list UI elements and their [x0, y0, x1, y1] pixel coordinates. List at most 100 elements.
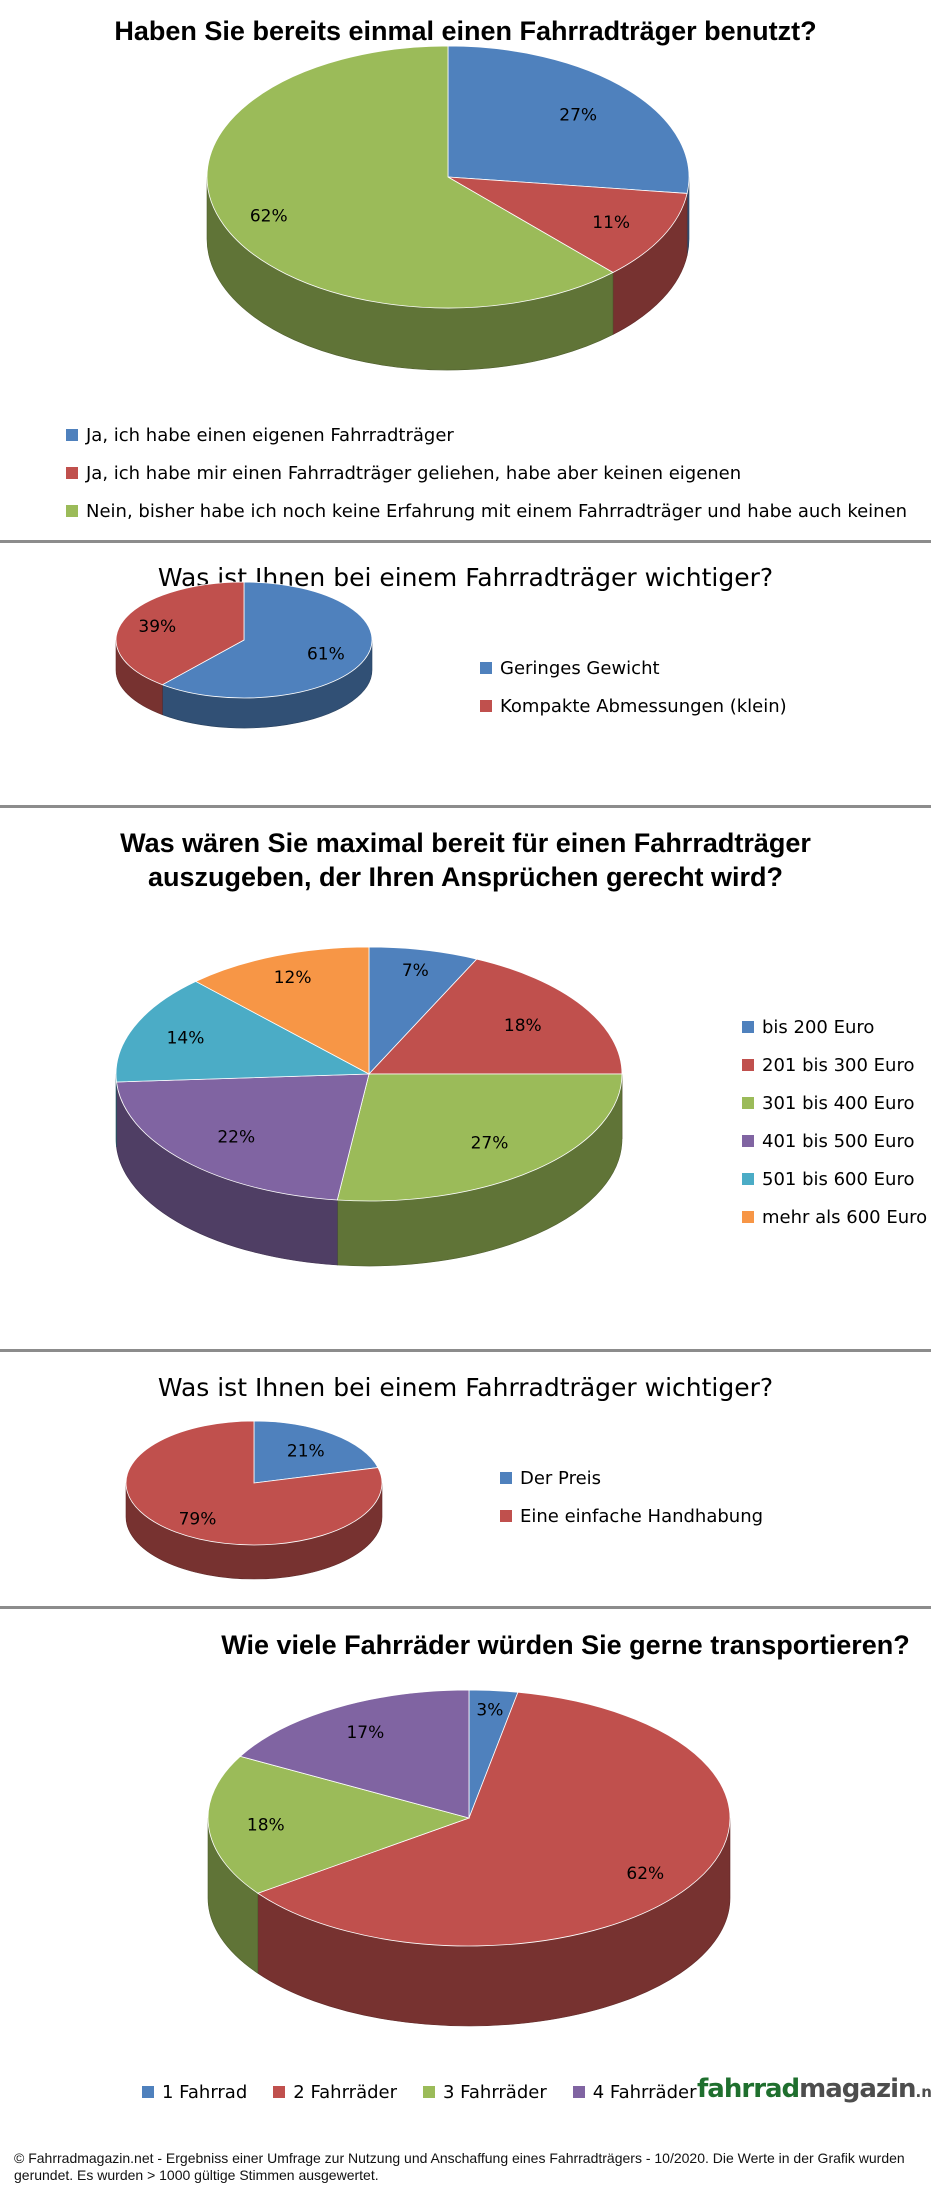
- chart-5-legend-label-1: 1 Fahrrad: [162, 2081, 248, 2103]
- chart-2-legend-label-1: Geringes Gewicht: [500, 657, 660, 679]
- chart-5-legend-swatch-4: [572, 2086, 585, 2098]
- chart-3-legend-swatch-1: [742, 1021, 754, 1033]
- chart-5-legend-item-2: 2 Fahrräder: [273, 2073, 397, 2111]
- chart-1-slice-2: [447, 176, 688, 273]
- chart-5-data-label-2: 62%: [626, 1864, 664, 1884]
- chart-3-legend-label-6: mehr als 600 Euro: [762, 1206, 928, 1228]
- chart-4-legend-swatch-1: [500, 1472, 512, 1484]
- chart-3-legend-label-4: 401 bis 500 Euro: [762, 1130, 915, 1152]
- chart-3-slice-2: [368, 958, 623, 1075]
- chart-1-legend-label-3: Nein, bisher habe ich noch keine Erfahru…: [86, 500, 908, 522]
- chart-5-data-label-1: 3%: [476, 1701, 503, 1721]
- separator-3: [0, 1349, 931, 1352]
- chart-3-data-label-5: 14%: [167, 1029, 205, 1049]
- chart-4-data-label-1: 21%: [287, 1442, 325, 1462]
- chart-2-legend-swatch-1: [480, 662, 492, 674]
- chart-3-slice-1: [368, 946, 478, 1076]
- chart-5-legend-swatch-3: [423, 2086, 435, 2098]
- chart-4-legend-label-1: Der Preis: [520, 1467, 602, 1489]
- chart-5-slice-2: [256, 1691, 731, 1947]
- chart-4-legend-item-2: Eine einfache Handhabung: [500, 1497, 763, 1535]
- chart-3-legend-item-3: 301 bis 400 Euro: [742, 1084, 927, 1122]
- chart-5-data-label-3: 18%: [247, 1815, 285, 1835]
- chart-2-legend-item-2: Kompakte Abmessungen (klein): [480, 687, 787, 725]
- pie-chart-2: 61% 39%: [115, 581, 373, 729]
- footer-note: © Fahrradmagazin.net - Ergebniss einer U…: [14, 2150, 905, 2183]
- chart-3-legend-item-2: 201 bis 300 Euro: [742, 1046, 927, 1084]
- logo-part-2: magazin: [799, 2074, 916, 2104]
- chart-2-legend-item-1: Geringes Gewicht: [480, 649, 787, 687]
- chart-5-legend: 1 Fahrrad 2 Fahrräder 3 Fahrräder 4 Fahrräd…: [142, 2073, 722, 2111]
- chart-1-legend-label-1: Ja, ich habe einen eigenen Fahrradträger: [86, 424, 454, 446]
- chart-5-title: Wie viele Fahrräder würden Sie gerne tra…: [221, 1630, 910, 1660]
- chart-3-legend-label-3: 301 bis 400 Euro: [762, 1092, 915, 1114]
- chart-1-legend-item-1: Ja, ich habe einen eigenen Fahrradträger: [66, 416, 907, 454]
- separator-1: [0, 540, 931, 543]
- chart-5-legend-label-2: 2 Fahrräder: [293, 2081, 397, 2103]
- chart-4-legend-swatch-2: [500, 1510, 512, 1522]
- chart-3-legend-swatch-2: [742, 1059, 754, 1071]
- chart-4-slice-2: [125, 1420, 383, 1546]
- chart-3-legend-swatch-5: [742, 1173, 754, 1185]
- chart-1-legend-swatch-1: [66, 429, 78, 441]
- separator-4: [0, 1606, 931, 1609]
- chart-2-data-label-2: 39%: [138, 617, 176, 637]
- chart-3-slice-3: [336, 1073, 623, 1202]
- chart-1-legend-label-2: Ja, ich habe mir einen Fahrradträger gel…: [86, 462, 742, 484]
- chart-5-slice-4: [239, 1689, 470, 1819]
- chart-3-legend-swatch-3: [742, 1097, 754, 1109]
- chart-4-legend: Der Preis Eine einfache Handhabung: [500, 1459, 763, 1535]
- chart-3-legend-swatch-6: [742, 1211, 754, 1223]
- chart-3-data-label-2: 18%: [504, 1016, 542, 1036]
- pie-chart-3: 7% 18% 27% 22% 14% 12%: [115, 946, 623, 1267]
- chart-3-data-label-6: 12%: [274, 968, 312, 988]
- chart-3-data-label-3: 27%: [471, 1134, 509, 1154]
- chart-4-data-label-2: 79%: [179, 1509, 217, 1529]
- chart-3-data-label-4: 22%: [217, 1128, 255, 1148]
- chart-5-legend-item-4: 4 Fahrräder: [572, 2073, 697, 2111]
- chart-3-legend-label-2: 201 bis 300 Euro: [762, 1054, 915, 1076]
- chart-3-legend-item-1: bis 200 Euro: [742, 1008, 927, 1046]
- logo-part-3: .net: [915, 2083, 931, 2101]
- pie-chart-1: 27% 11% 62%: [206, 45, 690, 371]
- separator-2: [0, 805, 931, 808]
- chart-1-data-label-1: 27%: [559, 106, 597, 126]
- chart-3-legend: bis 200 Euro 201 bis 300 Euro 301 bis 400 …: [742, 1008, 927, 1236]
- chart-5-legend-item-1: 1 Fahrrad: [142, 2073, 247, 2111]
- chart-2-slice-1: [161, 581, 373, 699]
- fahrradmagazin-logo: fahrradmagazin.net: [697, 2074, 931, 2104]
- chart-2-slice-2: [115, 581, 245, 686]
- logo-part-1: fahrrad: [697, 2074, 800, 2104]
- chart-3-slice-5: [115, 980, 371, 1083]
- chart-1-slice-3: [206, 45, 614, 309]
- chart-3-legend-swatch-4: [742, 1135, 754, 1147]
- chart-3-data-label-1: 7%: [402, 961, 429, 981]
- chart-4-legend-item-1: Der Preis: [500, 1459, 763, 1497]
- chart-4-legend-label-2: Eine einfache Handhabung: [520, 1505, 764, 1527]
- chart-2-legend-swatch-2: [480, 700, 492, 712]
- chart-1-slice-1: [447, 45, 690, 194]
- chart-5-legend-label-4: 4 Fahrräder: [592, 2081, 697, 2103]
- chart-3-title: Was wären Sie maximal bereit für einen F…: [120, 828, 811, 892]
- chart-1-data-label-3: 62%: [250, 207, 288, 227]
- chart-5-legend-swatch-1: [142, 2086, 154, 2098]
- chart-1-legend: Ja, ich habe einen eigenen Fahrradträger…: [66, 416, 907, 530]
- chart-4-title: Was ist Ihnen bei einem Fahrradträger wi…: [157, 1373, 774, 1402]
- chart-1-legend-swatch-2: [66, 467, 78, 479]
- chart-5-data-label-4: 17%: [346, 1723, 384, 1743]
- pie-chart-5: 3% 62% 18% 17%: [207, 1689, 731, 2027]
- chart-5-legend-swatch-2: [273, 2086, 286, 2098]
- chart-1-legend-swatch-3: [66, 505, 78, 517]
- chart-2-legend: Geringes Gewicht Kompakte Abmessungen (kl…: [480, 649, 787, 725]
- chart-1-title: Haben Sie bereits einmal einen Fahrradtr…: [114, 16, 817, 46]
- chart-5-slice-3: [207, 1755, 471, 1894]
- chart-3-legend-item-4: 401 bis 500 Euro: [742, 1122, 927, 1160]
- chart-1-data-label-2: 11%: [592, 213, 630, 233]
- chart-3-legend-label-1: bis 200 Euro: [762, 1016, 875, 1038]
- chart-4-slice-1: [253, 1420, 379, 1484]
- chart-2-legend-label-2: Kompakte Abmessungen (klein): [500, 695, 787, 717]
- chart-3-legend-item-5: 501 bis 600 Euro: [742, 1160, 927, 1198]
- chart-3-slice-4: [116, 1073, 370, 1201]
- chart-5-legend-item-3: 3 Fahrräder: [423, 2073, 547, 2111]
- chart-2-data-label-1: 61%: [307, 644, 345, 664]
